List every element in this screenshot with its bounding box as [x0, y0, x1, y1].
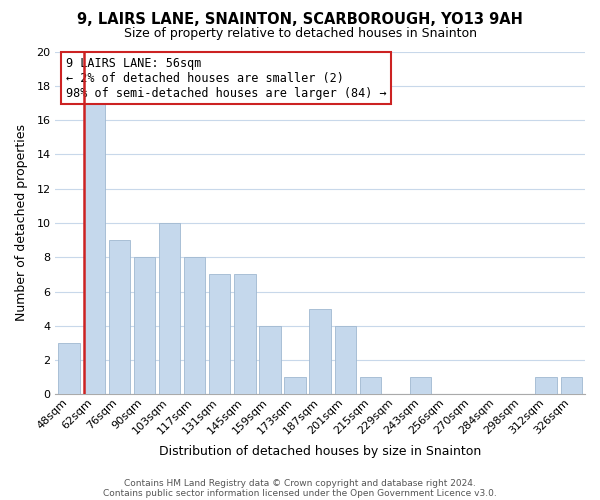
- Bar: [284, 378, 306, 394]
- Bar: [560, 378, 582, 394]
- X-axis label: Distribution of detached houses by size in Snainton: Distribution of detached houses by size …: [159, 444, 481, 458]
- Bar: [310, 308, 331, 394]
- Bar: [159, 223, 180, 394]
- Text: 9 LAIRS LANE: 56sqm
← 2% of detached houses are smaller (2)
98% of semi-detached: 9 LAIRS LANE: 56sqm ← 2% of detached hou…: [66, 56, 386, 100]
- Bar: [410, 378, 431, 394]
- Bar: [109, 240, 130, 394]
- Bar: [184, 257, 205, 394]
- Bar: [335, 326, 356, 394]
- Text: Contains public sector information licensed under the Open Government Licence v3: Contains public sector information licen…: [103, 488, 497, 498]
- Bar: [58, 343, 80, 394]
- Bar: [234, 274, 256, 394]
- Bar: [535, 378, 557, 394]
- Text: 9, LAIRS LANE, SNAINTON, SCARBOROUGH, YO13 9AH: 9, LAIRS LANE, SNAINTON, SCARBOROUGH, YO…: [77, 12, 523, 28]
- Y-axis label: Number of detached properties: Number of detached properties: [15, 124, 28, 322]
- Bar: [83, 103, 105, 395]
- Text: Contains HM Land Registry data © Crown copyright and database right 2024.: Contains HM Land Registry data © Crown c…: [124, 478, 476, 488]
- Bar: [209, 274, 230, 394]
- Bar: [134, 257, 155, 394]
- Bar: [259, 326, 281, 394]
- Text: Size of property relative to detached houses in Snainton: Size of property relative to detached ho…: [124, 28, 476, 40]
- Bar: [359, 378, 381, 394]
